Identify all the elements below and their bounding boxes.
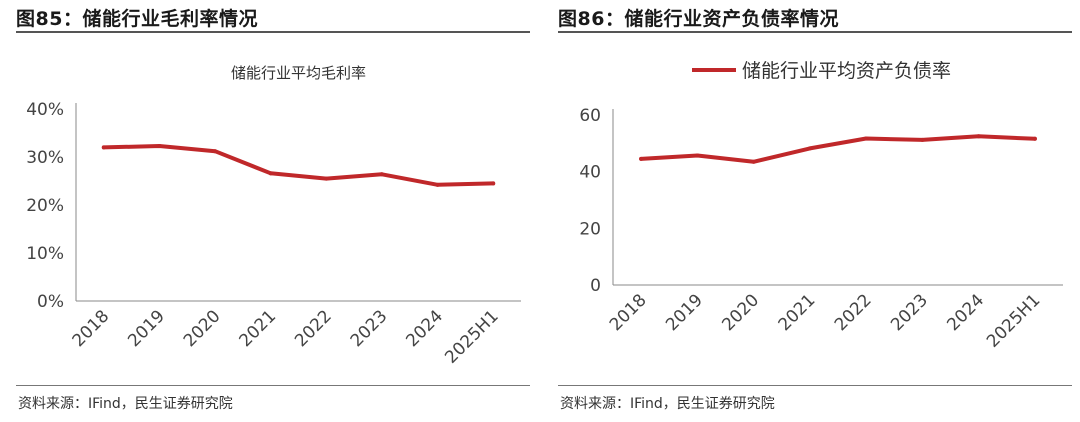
x-tick-label: 2022: [831, 290, 876, 335]
data-point: [920, 137, 925, 142]
data-point: [976, 134, 981, 139]
data-point: [379, 172, 384, 177]
figure-title: 图86：储能行业资产负债率情况: [558, 8, 839, 30]
figure-title: 图85：储能行业毛利率情况: [16, 8, 258, 30]
x-tick-label: 2019: [124, 306, 169, 351]
y-tick-label: 0: [590, 276, 601, 296]
y-tick-label: 20%: [26, 196, 64, 216]
x-tick-label: 2018: [69, 306, 114, 351]
x-tick-label: 2023: [347, 306, 392, 351]
right-figure-panel: 图86：储能行业资产负债率情况 储能行业平均资产负债率 0 20 40 60 2018 20…: [558, 0, 1072, 422]
source-divider: [16, 385, 530, 386]
series-line: [639, 134, 1037, 164]
data-point: [807, 146, 812, 151]
x-tick-label: 2024: [943, 290, 988, 335]
data-point: [324, 176, 329, 181]
y-tick-label: 40: [579, 163, 601, 183]
source-divider: [558, 385, 1072, 386]
y-tick-label: 20: [579, 219, 601, 239]
data-point: [268, 171, 273, 176]
x-tick-label: 2024: [402, 306, 447, 351]
x-tick-label: 2025H1: [983, 290, 1044, 351]
data-point: [1032, 136, 1037, 141]
title-divider: [16, 31, 530, 33]
x-tick-label: 2025H1: [441, 306, 502, 367]
x-tick-label: 2021: [235, 306, 280, 351]
x-tick-label: 2023: [887, 290, 932, 335]
x-tick-label: 2022: [291, 306, 336, 351]
source-note: 资料来源：IFind，民生证券研究院: [18, 396, 233, 412]
x-tick-label: 2018: [606, 290, 651, 335]
data-point: [491, 181, 496, 186]
left-figure-panel: 图85：储能行业毛利率情况 储能行业平均毛利率 0% 10% 20% 30% 40% 201…: [16, 0, 530, 422]
legend-label: 储能行业平均资产负债率: [742, 60, 951, 82]
y-tick-label: 60: [579, 106, 601, 126]
data-point: [864, 136, 869, 141]
source-note: 资料来源：IFind，民生证券研究院: [560, 396, 775, 412]
y-tick-label: 30%: [26, 148, 64, 168]
data-point: [695, 153, 700, 158]
y-tick-label: 0%: [37, 292, 64, 312]
y-tick-label: 10%: [26, 244, 64, 264]
chart-title: 储能行业平均毛利率: [231, 64, 366, 82]
y-tick-label: 40%: [26, 100, 64, 120]
data-point: [751, 159, 756, 164]
x-tick-label: 2019: [662, 290, 707, 335]
data-point: [213, 149, 218, 154]
data-point: [639, 156, 644, 161]
data-point: [435, 182, 440, 187]
series-line: [101, 144, 496, 187]
x-tick-label: 2020: [180, 306, 225, 351]
x-tick-label: 2021: [775, 290, 820, 335]
title-divider: [558, 31, 1072, 33]
data-point: [101, 145, 106, 150]
data-point: [157, 143, 162, 148]
x-tick-label: 2020: [718, 290, 763, 335]
